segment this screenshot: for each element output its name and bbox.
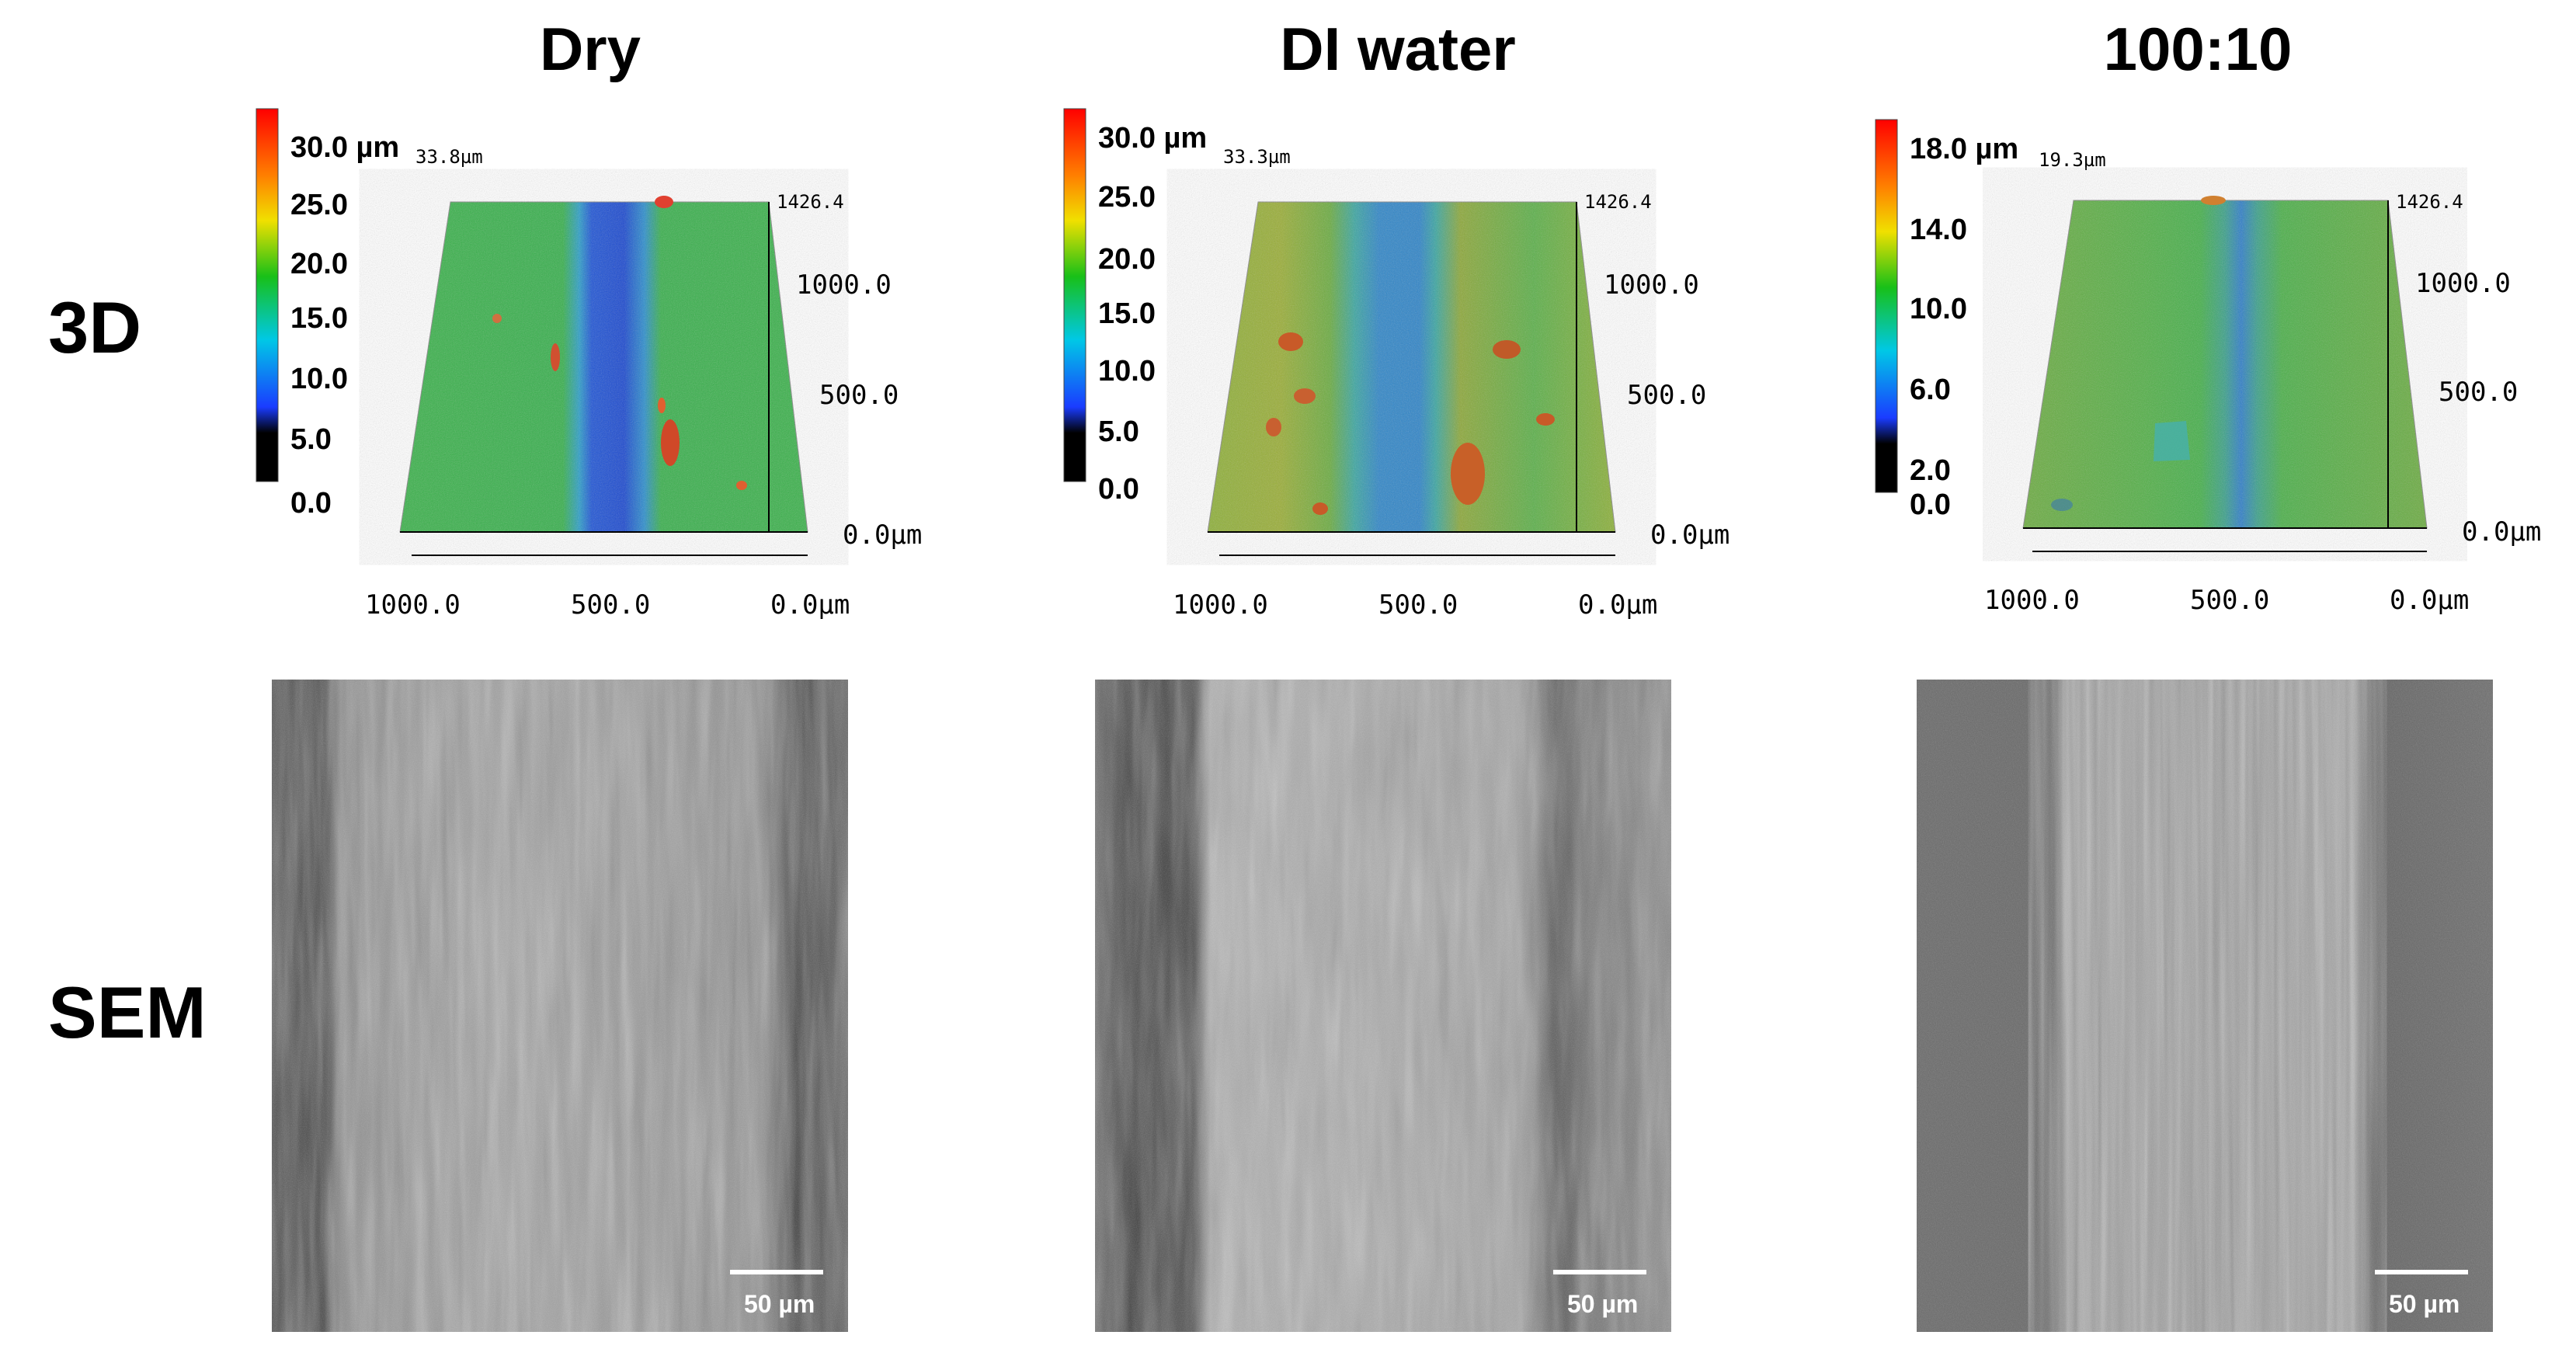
profile-3d-100-10: 18.0 µm 14.0 10.0 6.0 2.0 0.0 19.3µm 142… — [1860, 101, 2576, 645]
x-axis-label: 500.0 — [1378, 589, 1458, 621]
y-axis-label: 1426.4 — [777, 191, 844, 213]
scale-bar-label: 50 µm — [2389, 1290, 2460, 1318]
colorbar-tick: 10.0 — [290, 363, 348, 395]
column-title-100-10: 100:10 — [2103, 15, 2293, 83]
colorbar-tick: 20.0 — [1098, 243, 1156, 276]
colorbar-tick: 5.0 — [1098, 415, 1139, 448]
z-max-label: 33.8µm — [415, 146, 483, 168]
row-label-sem: SEM — [48, 972, 207, 1053]
x-axis-label: 500.0 — [2190, 585, 2269, 616]
y-axis-label: 1426.4 — [2396, 191, 2463, 213]
colorbar-tick: 0.0 — [1910, 489, 1951, 521]
colorbar-tick: 10.0 — [1910, 293, 1967, 325]
colorbar — [1063, 108, 1086, 482]
colorbar-tick: 20.0 — [290, 248, 348, 280]
z-max-label: 19.3µm — [2039, 149, 2106, 171]
y-axis-label: 500.0 — [2439, 377, 2518, 408]
colorbar-top-label: 30.0 µm — [1098, 122, 1207, 155]
y-axis-label: 1000.0 — [1604, 269, 1699, 301]
y-axis-label: 0.0µm — [1650, 520, 1730, 551]
profile-3d-di-water: 30.0 µm 25.0 20.0 15.0 10.0 5.0 0.0 33.3… — [1048, 101, 1794, 645]
colorbar-tick: 10.0 — [1098, 355, 1156, 388]
y-axis-label: 1426.4 — [1584, 191, 1652, 213]
y-axis-label: 500.0 — [819, 380, 899, 411]
x-axis-label: 500.0 — [571, 589, 650, 621]
colorbar-tick: 14.0 — [1910, 214, 1967, 246]
x-axis-label: 0.0µm — [2390, 585, 2469, 616]
colorbar-tick: 2.0 — [1910, 454, 1951, 487]
sem-image-100-10: 50 µm — [1917, 680, 2493, 1332]
colorbar-tick: 6.0 — [1910, 374, 1951, 406]
y-axis-label: 0.0µm — [2462, 516, 2541, 548]
sem-image-dry: 50 µm — [272, 680, 848, 1332]
column-title-di-water: DI water — [1280, 15, 1516, 83]
profile-3d-dry: 30.0 µm 25.0 20.0 15.0 10.0 5.0 0.0 33.8… — [241, 101, 986, 645]
colorbar-tick: 25.0 — [290, 189, 348, 221]
column-title-dry: Dry — [539, 15, 641, 83]
colorbar-tick: 15.0 — [1098, 297, 1156, 330]
colorbar-tick: 25.0 — [1098, 181, 1156, 214]
colorbar-top-label: 18.0 µm — [1910, 133, 2018, 165]
colorbar-tick: 0.0 — [1098, 473, 1139, 506]
colorbar-tick: 0.0 — [290, 487, 332, 520]
x-axis-label: 1000.0 — [1173, 589, 1268, 621]
scale-bar-label: 50 µm — [1567, 1290, 1638, 1318]
scale-bar-label: 50 µm — [744, 1290, 815, 1318]
y-axis-label: 1000.0 — [2415, 268, 2511, 299]
colorbar-tick: 5.0 — [290, 423, 332, 456]
colorbar — [1875, 119, 1898, 493]
colorbar-top-label: 30.0 µm — [290, 131, 399, 164]
colorbar-tick: 15.0 — [290, 302, 348, 335]
x-axis-label: 0.0µm — [770, 589, 850, 621]
sem-image-di-water: 50 µm — [1095, 680, 1671, 1332]
y-axis-label: 500.0 — [1627, 380, 1706, 411]
colorbar — [256, 108, 279, 482]
z-max-label: 33.3µm — [1223, 146, 1291, 168]
x-axis-label: 0.0µm — [1578, 589, 1657, 621]
row-label-3d: 3D — [48, 287, 142, 368]
x-axis-label: 1000.0 — [1984, 585, 2080, 616]
y-axis-label: 1000.0 — [796, 269, 892, 301]
x-axis-label: 1000.0 — [365, 589, 461, 621]
y-axis-label: 0.0µm — [843, 520, 922, 551]
